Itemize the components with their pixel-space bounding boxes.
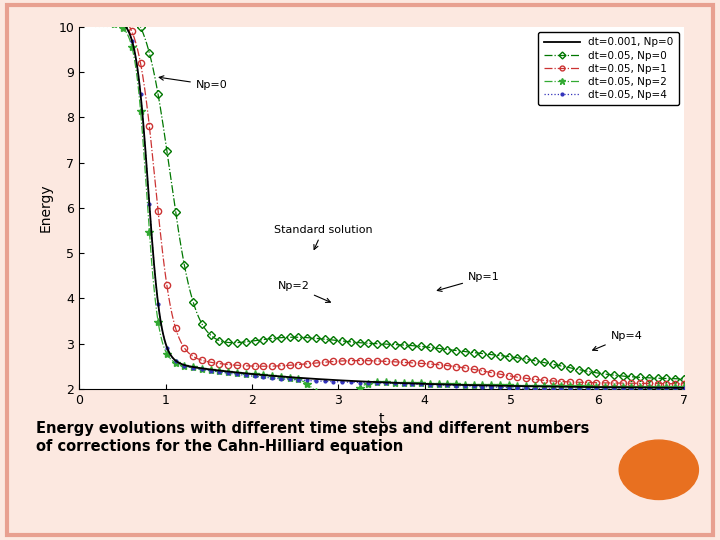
Text: Energy evolutions with different time steps and different numbers
of corrections: Energy evolutions with different time st… [36, 421, 590, 454]
Y-axis label: Energy: Energy [39, 184, 53, 232]
Legend: dt=0.001, Np=0, dt=0.05, Np=0, dt=0.05, Np=1, dt=0.05, Np=2, dt=0.05, Np=4: dt=0.001, Np=0, dt=0.05, Np=0, dt=0.05, … [539, 32, 679, 105]
Text: Np=1: Np=1 [437, 272, 500, 292]
Text: Np=0: Np=0 [159, 76, 228, 90]
Text: Np=2: Np=2 [278, 281, 330, 302]
Text: Np=4: Np=4 [593, 331, 642, 350]
X-axis label: t: t [379, 412, 384, 426]
Text: Standard solution: Standard solution [274, 225, 372, 249]
